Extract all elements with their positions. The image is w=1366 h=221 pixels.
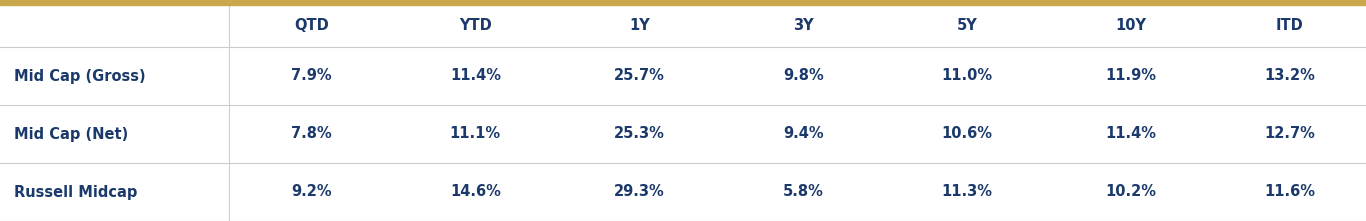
- Text: 11.4%: 11.4%: [449, 69, 501, 84]
- Text: 11.1%: 11.1%: [449, 126, 501, 141]
- Text: 13.2%: 13.2%: [1264, 69, 1315, 84]
- Text: 11.6%: 11.6%: [1264, 185, 1315, 200]
- Text: YTD: YTD: [459, 19, 492, 34]
- Text: 10.2%: 10.2%: [1105, 185, 1157, 200]
- Text: Mid Cap (Gross): Mid Cap (Gross): [14, 69, 146, 84]
- Text: QTD: QTD: [294, 19, 329, 34]
- Text: Mid Cap (Net): Mid Cap (Net): [14, 126, 128, 141]
- Text: Russell Midcap: Russell Midcap: [14, 185, 138, 200]
- Text: 9.8%: 9.8%: [783, 69, 824, 84]
- Text: 1Y: 1Y: [628, 19, 650, 34]
- Text: 3Y: 3Y: [792, 19, 814, 34]
- Text: 25.3%: 25.3%: [613, 126, 665, 141]
- Text: 29.3%: 29.3%: [613, 185, 665, 200]
- Text: 11.9%: 11.9%: [1105, 69, 1157, 84]
- Text: 5.8%: 5.8%: [783, 185, 824, 200]
- Text: 7.9%: 7.9%: [291, 69, 332, 84]
- Text: 9.2%: 9.2%: [291, 185, 332, 200]
- Text: 10.6%: 10.6%: [941, 126, 993, 141]
- Text: 11.3%: 11.3%: [941, 185, 993, 200]
- Text: 9.4%: 9.4%: [783, 126, 824, 141]
- Text: 12.7%: 12.7%: [1264, 126, 1315, 141]
- Bar: [0, 0, 1366, 5]
- Text: 5Y: 5Y: [956, 19, 978, 34]
- Text: 10Y: 10Y: [1116, 19, 1146, 34]
- Text: ITD: ITD: [1276, 19, 1303, 34]
- Text: 11.4%: 11.4%: [1105, 126, 1157, 141]
- Text: 25.7%: 25.7%: [613, 69, 665, 84]
- Text: 14.6%: 14.6%: [449, 185, 501, 200]
- Text: 7.8%: 7.8%: [291, 126, 332, 141]
- Text: 11.0%: 11.0%: [941, 69, 993, 84]
